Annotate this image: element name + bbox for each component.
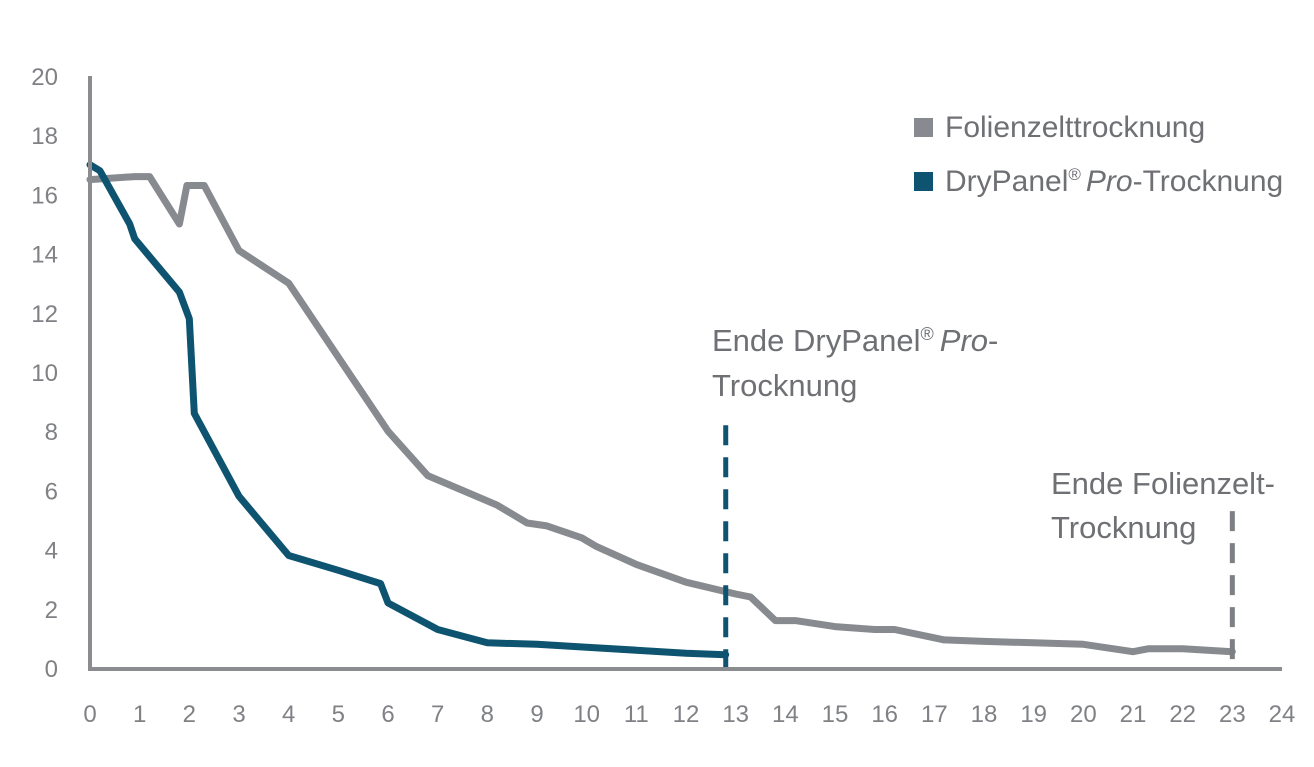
x-tick-label: 23 — [1219, 701, 1246, 728]
x-tick-label: 17 — [921, 701, 948, 728]
x-tick-label: 2 — [183, 701, 196, 728]
series-line-drypanel — [86, 161, 730, 659]
axes — [88, 76, 1282, 671]
x-tick-label: 13 — [722, 701, 749, 728]
series-layer — [86, 161, 1236, 659]
annotation-folienzelt-end: Ende Folienzelt- Trocknung — [1051, 466, 1275, 545]
x-tick-label: 11 — [624, 701, 649, 728]
reference-lines — [723, 425, 1235, 668]
y-tick-label: 2 — [45, 597, 58, 624]
annotation-drypanel-line2: Trocknung — [712, 368, 857, 403]
y-tick-label: 12 — [31, 301, 58, 328]
legend: Folienzelttrocknung DryPanel® Pro-Trocknu… — [914, 111, 1283, 198]
annotation-folienzelt-line1: Ende Folienzelt- — [1051, 466, 1275, 501]
x-tick-label: 16 — [871, 701, 898, 728]
x-tick-label: 22 — [1169, 701, 1196, 728]
annotation-drypanel-line1: Ende DryPanel® Pro- — [712, 323, 998, 358]
x-tick-label: 1 — [133, 701, 146, 728]
y-tick-labels: 0 2 4 6 8 10 12 14 16 18 20 — [31, 64, 58, 683]
legend-swatch-folienzelt — [914, 118, 933, 137]
x-tick-label: 24 — [1269, 701, 1296, 728]
y-tick-label: 0 — [45, 656, 58, 683]
x-tick-label: 15 — [822, 701, 849, 728]
x-tick-label: 19 — [1020, 701, 1047, 728]
y-tick-label: 4 — [45, 538, 58, 565]
x-tick-label: 20 — [1070, 701, 1097, 728]
x-tick-label: 0 — [83, 701, 96, 728]
y-tick-label: 16 — [31, 182, 58, 209]
x-tick-label: 5 — [332, 701, 345, 728]
legend-swatch-drypanel — [914, 172, 933, 191]
x-tick-label: 10 — [573, 701, 600, 728]
y-tick-label: 10 — [31, 360, 58, 387]
y-tick-label: 18 — [31, 123, 58, 150]
legend-label-folienzelt: Folienzelttrocknung — [945, 111, 1205, 144]
x-tick-label: 4 — [282, 701, 295, 728]
y-tick-label: 6 — [45, 478, 58, 505]
x-tick-labels: 0 1 2 3 4 5 6 7 8 9 10 11 12 13 14 15 16 17 18 19 20 21 22 23 24 — [83, 701, 1295, 728]
x-tick-label: 7 — [431, 701, 444, 728]
annotation-drypanel-end: Ende DryPanel® Pro- Trocknung — [712, 323, 998, 403]
x-tick-label: 6 — [381, 701, 394, 728]
x-tick-label: 21 — [1120, 701, 1147, 728]
y-tick-label: 20 — [31, 64, 58, 91]
y-tick-label: 14 — [31, 242, 58, 269]
annotation-folienzelt-line2: Trocknung — [1051, 510, 1196, 545]
x-tick-label: 9 — [530, 701, 543, 728]
x-tick-label: 12 — [673, 701, 700, 728]
legend-label-drypanel: DryPanel® Pro-Trocknung — [945, 165, 1283, 198]
x-tick-label: 8 — [481, 701, 494, 728]
x-tick-label: 3 — [232, 701, 245, 728]
x-tick-label: 14 — [772, 701, 799, 728]
x-tick-label: 18 — [971, 701, 998, 728]
y-tick-label: 8 — [45, 419, 58, 446]
series-line-folienzelt — [86, 173, 1236, 656]
